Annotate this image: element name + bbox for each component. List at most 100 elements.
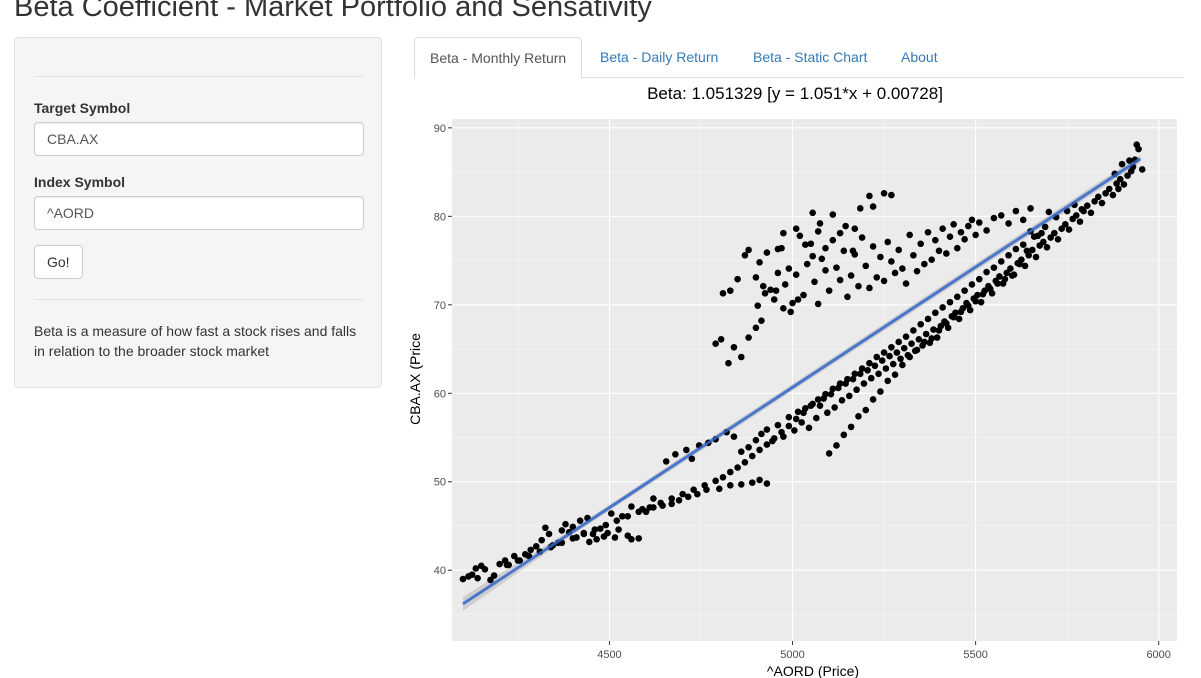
index-symbol-input[interactable]: [34, 196, 364, 230]
scatter-point: [844, 375, 851, 383]
x-tick-label: 5500: [963, 649, 987, 661]
scatter-point: [1073, 212, 1080, 219]
scatter-point: [891, 269, 899, 277]
target-symbol-input[interactable]: [34, 122, 364, 156]
scatter-point: [840, 431, 848, 439]
scatter-point: [818, 255, 826, 263]
tab-beta-daily-return[interactable]: Beta - Daily Return: [600, 49, 719, 65]
scatter-point: [943, 320, 950, 327]
scatter-point: [935, 247, 943, 255]
scatter-point: [867, 374, 875, 382]
scatter-point: [1032, 253, 1040, 261]
scatter-point: [997, 212, 1005, 219]
scatter-point: [527, 546, 535, 554]
scatter-point: [1005, 220, 1012, 227]
scatter-point: [1007, 265, 1014, 272]
scatter-point: [917, 320, 924, 328]
scatter-point: [838, 397, 846, 404]
scatter-point: [1040, 238, 1047, 246]
scatter-point: [1030, 233, 1038, 240]
scatter-point: [877, 253, 884, 261]
scatter-point: [836, 229, 844, 237]
scatter-point: [858, 365, 866, 372]
scatter-point: [763, 480, 771, 487]
plot-panel: [452, 119, 1177, 641]
scatter-point: [694, 490, 701, 498]
scatter-point: [814, 228, 822, 235]
scatter-point: [855, 412, 862, 420]
scatter-point: [794, 296, 802, 303]
scatter-point: [737, 481, 745, 488]
chart-title: Beta: 1.051329 [y = 1.051*x + 0.00728]: [647, 84, 943, 103]
scatter-point: [593, 535, 600, 543]
scatter-point: [807, 402, 815, 409]
scatter-point: [719, 289, 727, 297]
scatter-point: [774, 245, 782, 253]
scatter-point: [825, 450, 833, 457]
x-tick-label: 5000: [780, 649, 804, 661]
scatter-point: [798, 419, 805, 426]
scatter-point: [542, 524, 549, 532]
scatter-point: [624, 512, 632, 520]
scatter-point: [851, 370, 859, 378]
scatter-point: [950, 313, 957, 321]
scatter-point: [781, 281, 789, 288]
scatter-point: [939, 225, 946, 233]
scatter-point: [891, 371, 899, 378]
scatter-point: [761, 289, 769, 297]
scatter-point: [888, 258, 895, 265]
scatter-point: [825, 287, 833, 294]
scatter-point: [803, 260, 811, 268]
scatter-point: [831, 404, 838, 411]
scatter-point: [607, 510, 615, 517]
scatter-point: [950, 220, 957, 228]
scatter-point: [957, 308, 965, 316]
scatter-point: [737, 353, 745, 361]
y-tick-label: 70: [434, 300, 446, 312]
scatter-point: [805, 424, 813, 432]
scatter-point: [1116, 175, 1124, 183]
scatter-point: [822, 266, 829, 274]
scatter-point: [917, 240, 924, 248]
scatter-point: [933, 334, 941, 341]
scatter-point: [913, 346, 921, 354]
scatter-point: [851, 225, 859, 233]
scatter-point: [816, 220, 824, 227]
scatter-point: [814, 396, 822, 403]
scatter-point: [675, 497, 683, 504]
scatter-point: [474, 574, 481, 582]
regression-line: [462, 157, 1142, 606]
scatter-point: [472, 565, 480, 572]
scatter-point: [875, 370, 882, 378]
scatter-point: [889, 360, 897, 368]
scatter-point: [895, 338, 903, 346]
go-button[interactable]: Go!: [34, 245, 83, 279]
scatter-point: [792, 415, 800, 423]
scatter-point: [759, 282, 767, 290]
scatter-point: [1065, 226, 1073, 233]
scatter-point: [672, 451, 679, 458]
scatter-point: [1001, 275, 1009, 283]
scatter-point: [780, 305, 787, 312]
scatter-point: [789, 299, 796, 307]
scatter-point: [1102, 190, 1109, 197]
scatter-point: [908, 340, 915, 348]
scatter-point: [1043, 243, 1051, 251]
scatter-point: [954, 293, 961, 301]
scatter-point: [1012, 207, 1020, 215]
scatter-point: [794, 408, 802, 416]
tab-beta-monthly-return[interactable]: Beta - Monthly Return: [414, 37, 583, 79]
scatter-point: [922, 330, 930, 338]
scatter-point: [726, 287, 734, 294]
tab-beta-static-chart[interactable]: Beta - Static Chart: [753, 49, 868, 65]
scatter-point: [855, 282, 862, 290]
y-tick-label: 50: [434, 477, 446, 489]
scatter-point: [1062, 220, 1069, 228]
scatter-point: [780, 229, 787, 237]
scatter-point: [730, 433, 738, 440]
scatter-point: [628, 535, 635, 543]
tab-about[interactable]: About: [901, 49, 938, 65]
scatter-point: [816, 402, 824, 409]
scatter-point: [972, 297, 979, 305]
scatter-point: [532, 543, 540, 550]
